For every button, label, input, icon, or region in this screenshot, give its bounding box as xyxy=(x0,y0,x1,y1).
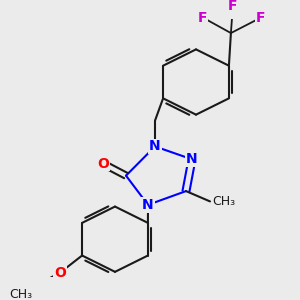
Text: O: O xyxy=(54,266,66,280)
Text: N: N xyxy=(186,152,198,166)
Text: N: N xyxy=(149,140,161,153)
Text: F: F xyxy=(228,0,238,13)
Text: CH₃: CH₃ xyxy=(9,288,32,300)
Text: F: F xyxy=(256,11,266,25)
Text: N: N xyxy=(142,198,154,212)
Text: F: F xyxy=(198,11,208,25)
Text: CH₃: CH₃ xyxy=(212,195,235,208)
Text: O: O xyxy=(97,157,109,171)
